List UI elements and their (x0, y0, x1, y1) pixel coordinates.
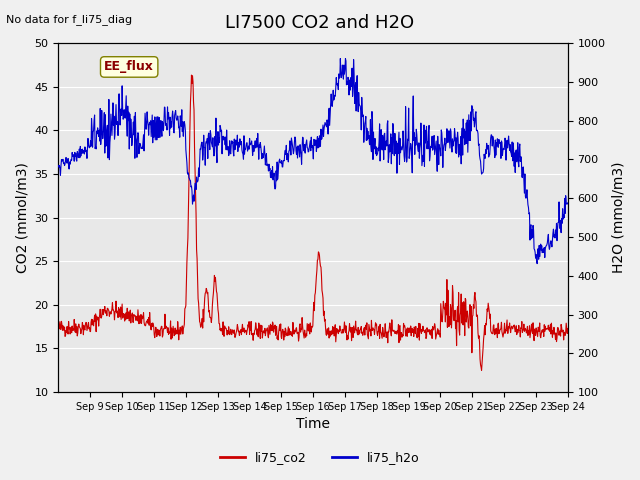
X-axis label: Time: Time (296, 418, 330, 432)
Y-axis label: H2O (mmol/m3): H2O (mmol/m3) (611, 162, 625, 273)
Text: EE_flux: EE_flux (104, 60, 154, 73)
Text: LI7500 CO2 and H2O: LI7500 CO2 and H2O (225, 14, 415, 33)
Y-axis label: CO2 (mmol/m3): CO2 (mmol/m3) (15, 162, 29, 273)
Legend: li75_co2, li75_h2o: li75_co2, li75_h2o (215, 446, 425, 469)
Text: No data for f_li75_diag: No data for f_li75_diag (6, 14, 132, 25)
